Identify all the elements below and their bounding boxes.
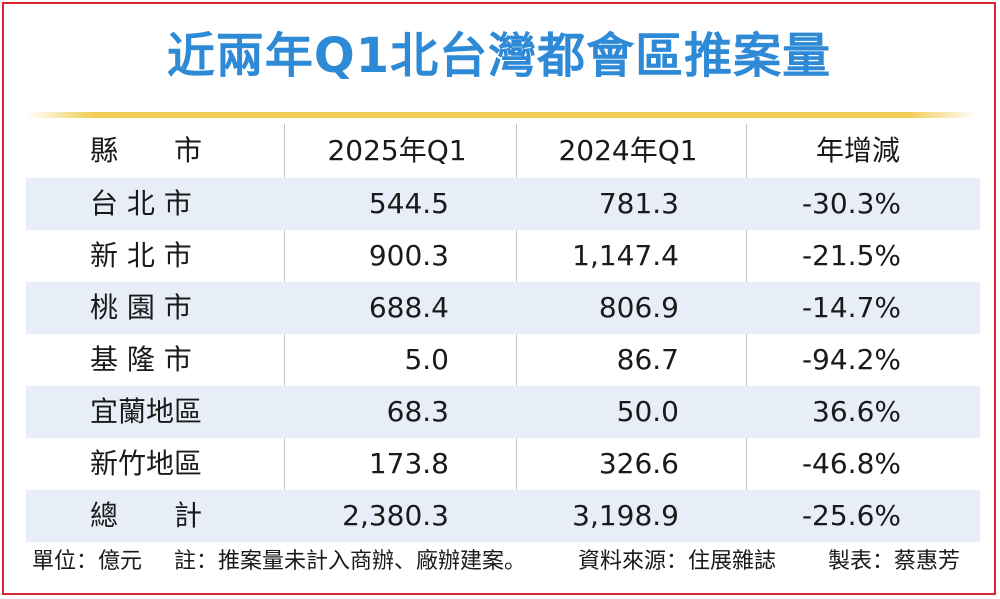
row-change: -21.5% xyxy=(801,239,901,272)
table-row: 基 隆 市 5.0 86.7 -94.2% xyxy=(26,334,980,386)
footer-notes: 單位：億元 註：推案量未計入商辦、廠辦建案。 資料來源：住展雜誌 製表：蔡惠芳 xyxy=(32,542,982,582)
row-2025q1: 173.8 xyxy=(368,447,449,480)
title-underline xyxy=(26,112,976,118)
unit-note: 單位：億元 xyxy=(32,549,143,574)
row-name: 新 北 市 xyxy=(90,239,192,272)
row-name: 新竹地區 xyxy=(90,447,203,480)
row-change: -30.3% xyxy=(801,187,901,220)
header-county: 縣 市 xyxy=(90,134,203,167)
row-2025q1: 900.3 xyxy=(368,239,449,272)
row-2025q1: 2,380.3 xyxy=(342,499,449,532)
row-2024q1: 781.3 xyxy=(598,187,679,220)
row-change: -25.6% xyxy=(801,499,901,532)
row-2024q1: 86.7 xyxy=(616,343,679,376)
header-2025q1: 2025年Q1 xyxy=(327,134,467,167)
table-header-row: 縣 市 2025年Q1 2024年Q1 年增減 xyxy=(26,124,980,178)
row-2024q1: 326.6 xyxy=(598,447,679,480)
row-2024q1: 1,147.4 xyxy=(572,239,679,272)
row-2025q1: 544.5 xyxy=(368,187,449,220)
row-2025q1: 68.3 xyxy=(386,395,449,428)
row-name: 基 隆 市 xyxy=(90,343,192,376)
data-table: 縣 市 2025年Q1 2024年Q1 年增減 台 北 市 544.5 781.… xyxy=(26,124,980,542)
footnote: 註：推案量未計入商辦、廠辦建案。 xyxy=(174,549,527,574)
row-change: -14.7% xyxy=(801,291,901,324)
row-2025q1: 5.0 xyxy=(404,343,449,376)
row-2024q1: 806.9 xyxy=(598,291,679,324)
header-yoy-change: 年增減 xyxy=(815,134,900,167)
table-row: 新 北 市 900.3 1,147.4 -21.5% xyxy=(26,230,980,282)
table-row: 台 北 市 544.5 781.3 -30.3% xyxy=(26,178,980,230)
author-credit: 製表：蔡惠芳 xyxy=(828,549,961,574)
row-change: -94.2% xyxy=(801,343,901,376)
source-note: 資料來源：住展雜誌 xyxy=(578,549,777,574)
row-name: 宜蘭地區 xyxy=(90,395,203,428)
row-2024q1: 3,198.9 xyxy=(572,499,679,532)
table-row: 宜蘭地區 68.3 50.0 36.6% xyxy=(26,386,980,438)
table-row: 桃 園 市 688.4 806.9 -14.7% xyxy=(26,282,980,334)
header-2024q1: 2024年Q1 xyxy=(558,134,698,167)
row-2025q1: 688.4 xyxy=(368,291,449,324)
row-name: 台 北 市 xyxy=(90,187,192,220)
row-change: -46.8% xyxy=(801,447,901,480)
table-row-total: 總 計 2,380.3 3,198.9 -25.6% xyxy=(26,490,980,542)
row-name: 桃 園 市 xyxy=(90,291,192,324)
page-title: 近兩年Q1北台灣都會區推案量 xyxy=(166,28,832,84)
table-row: 新竹地區 173.8 326.6 -46.8% xyxy=(26,438,980,490)
row-change: 36.6% xyxy=(812,395,901,428)
row-name: 總 計 xyxy=(90,499,203,532)
row-2024q1: 50.0 xyxy=(616,395,679,428)
